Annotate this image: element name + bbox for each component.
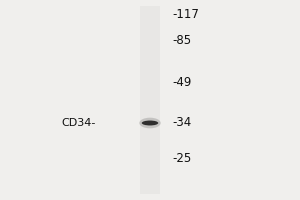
Text: CD34-: CD34- bbox=[61, 118, 96, 128]
Text: -117: -117 bbox=[172, 8, 200, 21]
Text: -49: -49 bbox=[172, 76, 192, 90]
Text: -85: -85 bbox=[172, 34, 192, 47]
Ellipse shape bbox=[139, 118, 161, 128]
Ellipse shape bbox=[142, 121, 158, 125]
Bar bbox=[140, 6, 160, 194]
Text: -25: -25 bbox=[172, 153, 192, 166]
Text: -34: -34 bbox=[172, 116, 192, 130]
